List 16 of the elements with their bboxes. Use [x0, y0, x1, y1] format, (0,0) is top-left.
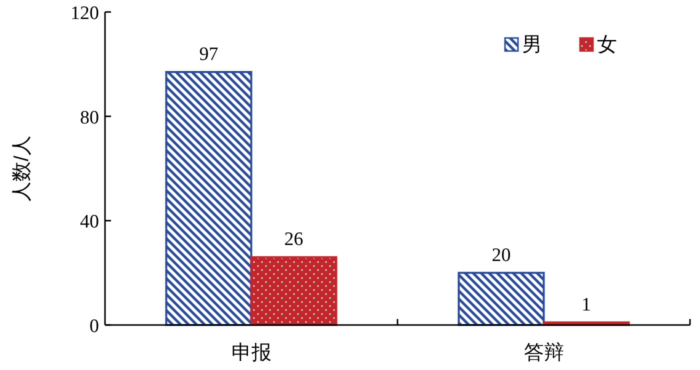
data-label: 20: [492, 244, 511, 266]
bar: [458, 272, 545, 326]
y-axis-title: 人数/人: [11, 136, 33, 202]
data-label: 1: [582, 294, 591, 316]
x-tick-label: 申报: [231, 342, 272, 364]
legend-label: 男: [522, 34, 542, 56]
y-tick-label: 120: [70, 3, 99, 24]
data-label: 26: [284, 229, 304, 250]
legend-label: 女: [597, 34, 617, 56]
x-tick-label: 答辩: [524, 342, 564, 364]
y-tick-label: 0: [90, 316, 99, 337]
bar: [250, 256, 338, 326]
data-label: 97: [199, 44, 218, 65]
y-tick-label: 80: [80, 107, 99, 128]
y-tick-label: 40: [80, 212, 99, 233]
bar: [165, 70, 252, 326]
